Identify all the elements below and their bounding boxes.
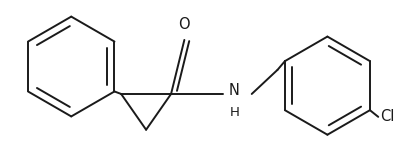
Text: O: O: [178, 17, 190, 32]
Text: N: N: [228, 83, 239, 98]
Text: H: H: [229, 106, 239, 119]
Text: Cl: Cl: [379, 109, 393, 124]
